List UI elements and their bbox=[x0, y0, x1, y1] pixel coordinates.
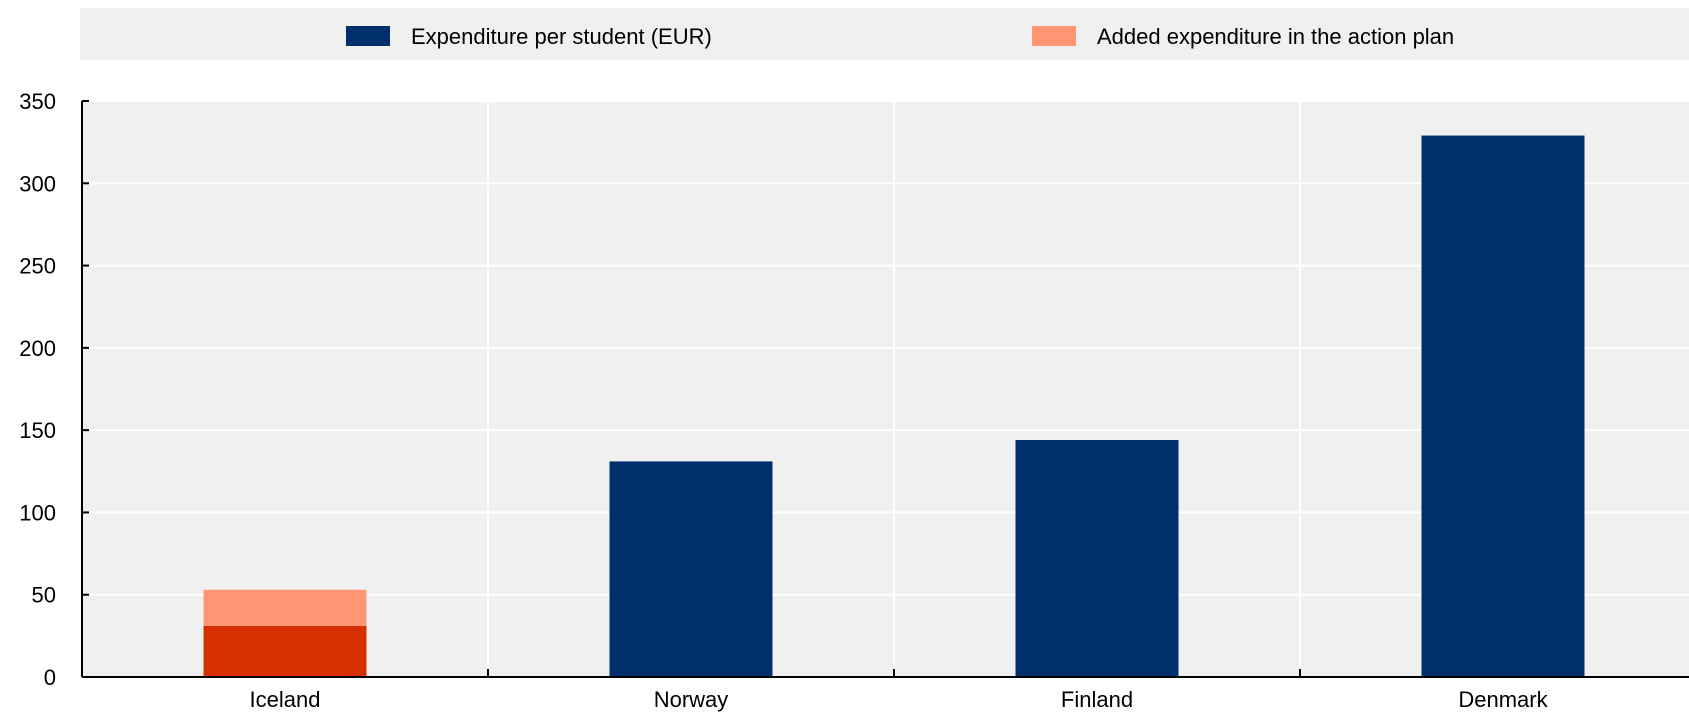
y-tick-label: 100 bbox=[19, 500, 56, 525]
x-tick-label: Finland bbox=[1061, 687, 1133, 712]
bar-norway-expenditure bbox=[609, 461, 773, 677]
x-tick-label: Norway bbox=[654, 687, 729, 712]
bar-denmark-expenditure bbox=[1421, 135, 1585, 677]
y-tick-label: 50 bbox=[32, 583, 56, 608]
bar-finland-expenditure bbox=[1015, 440, 1179, 677]
y-tick-label: 350 bbox=[19, 89, 56, 114]
y-tick-label: 250 bbox=[19, 254, 56, 279]
y-tick-label: 0 bbox=[44, 665, 56, 690]
x-tick-label: Denmark bbox=[1458, 687, 1548, 712]
y-tick-label: 200 bbox=[19, 336, 56, 361]
bars bbox=[203, 135, 1585, 677]
bar-iceland-expenditure bbox=[203, 625, 367, 677]
x-tick-label: Iceland bbox=[250, 687, 321, 712]
y-tick-label: 150 bbox=[19, 418, 56, 443]
y-tick-label: 300 bbox=[19, 171, 56, 196]
legend-label-expenditure: Expenditure per student (EUR) bbox=[411, 24, 712, 49]
x-axis-ticks: Iceland Norway Finland Denmark bbox=[250, 669, 1549, 712]
y-axis-ticks: 0 50 100 150 200 250 300 350 bbox=[19, 89, 89, 690]
legend: Expenditure per student (EUR) Added expe… bbox=[80, 8, 1689, 60]
legend-swatch-expenditure bbox=[346, 26, 390, 46]
bar-iceland-added-expenditure bbox=[203, 589, 367, 626]
legend-swatch-added-expenditure bbox=[1032, 26, 1076, 46]
plot-area bbox=[82, 101, 1689, 677]
legend-label-added-expenditure: Added expenditure in the action plan bbox=[1097, 24, 1454, 49]
